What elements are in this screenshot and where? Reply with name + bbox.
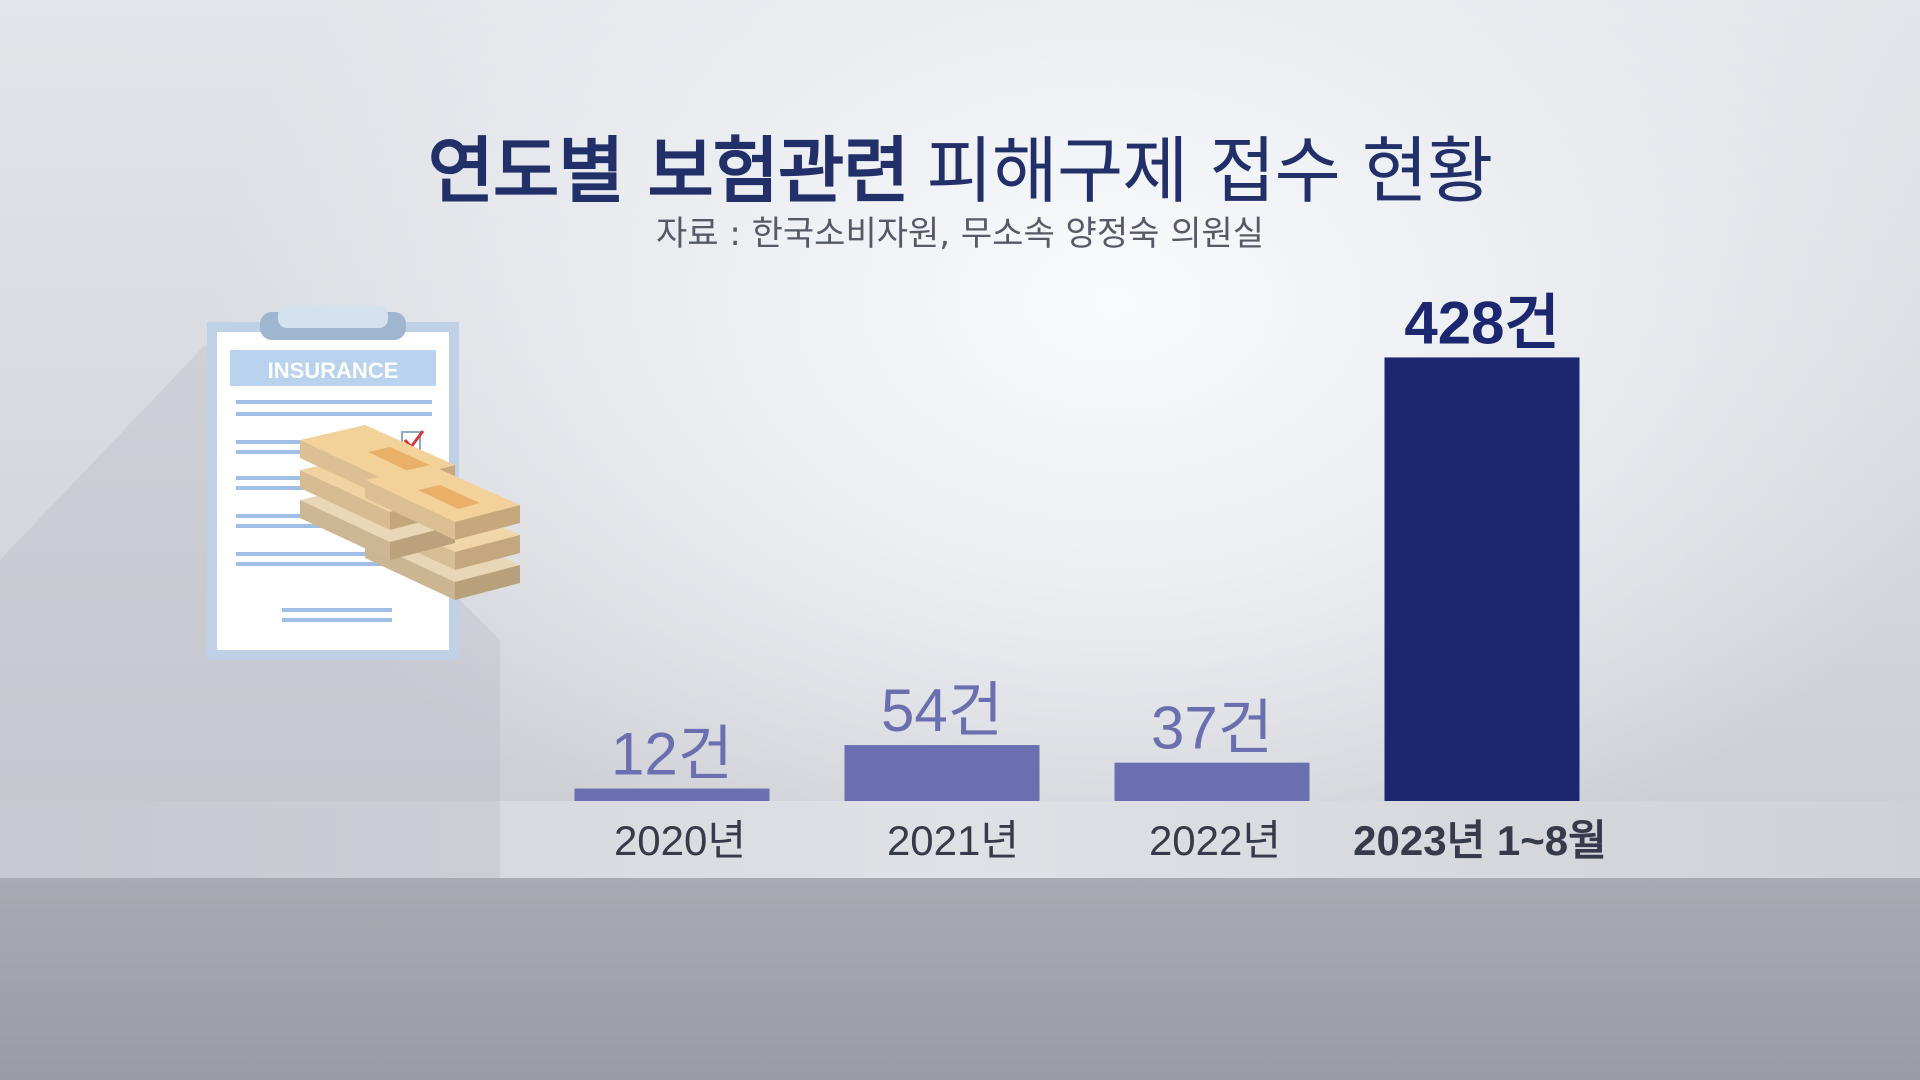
bar-1 xyxy=(574,788,770,801)
insurance-illustration: INSURANCE xyxy=(207,306,520,660)
value-labels-group: 12건 54건 37건 428건 xyxy=(611,289,1560,787)
bar-4 xyxy=(1384,357,1580,801)
category-label-1: 2020년 xyxy=(614,817,746,864)
chart-title: 연도별 보험관련 피해구제 접수 현황 xyxy=(0,112,1920,217)
source-caption: 자료 : 한국소비자원, 무소속 양정숙 의원실 xyxy=(655,214,1265,254)
floor xyxy=(0,878,1920,1080)
value-label-1: 12건 xyxy=(611,721,733,788)
value-label-4: 428건 xyxy=(1404,289,1559,356)
value-label-2: 54건 xyxy=(881,677,1003,744)
axis-band xyxy=(0,801,1920,878)
category-label-3: 2022년 xyxy=(1149,817,1281,864)
clipboard-label: INSURANCE xyxy=(268,358,399,383)
bars-group xyxy=(574,357,1580,801)
title-regular: 피해구제 접수 현황 xyxy=(926,129,1494,213)
value-label-3: 37건 xyxy=(1151,695,1273,762)
title-bold: 연도별 보험관련 xyxy=(427,129,910,213)
bar-3 xyxy=(1114,762,1310,801)
bar-2 xyxy=(844,745,1040,801)
category-labels-group: 2020년 2021년 2022년 2023년 1~8월 xyxy=(614,817,1607,864)
money-stack-icon xyxy=(300,425,520,600)
category-label-2: 2021년 xyxy=(887,817,1019,864)
category-label-4: 2023년 1~8월 xyxy=(1353,817,1607,864)
